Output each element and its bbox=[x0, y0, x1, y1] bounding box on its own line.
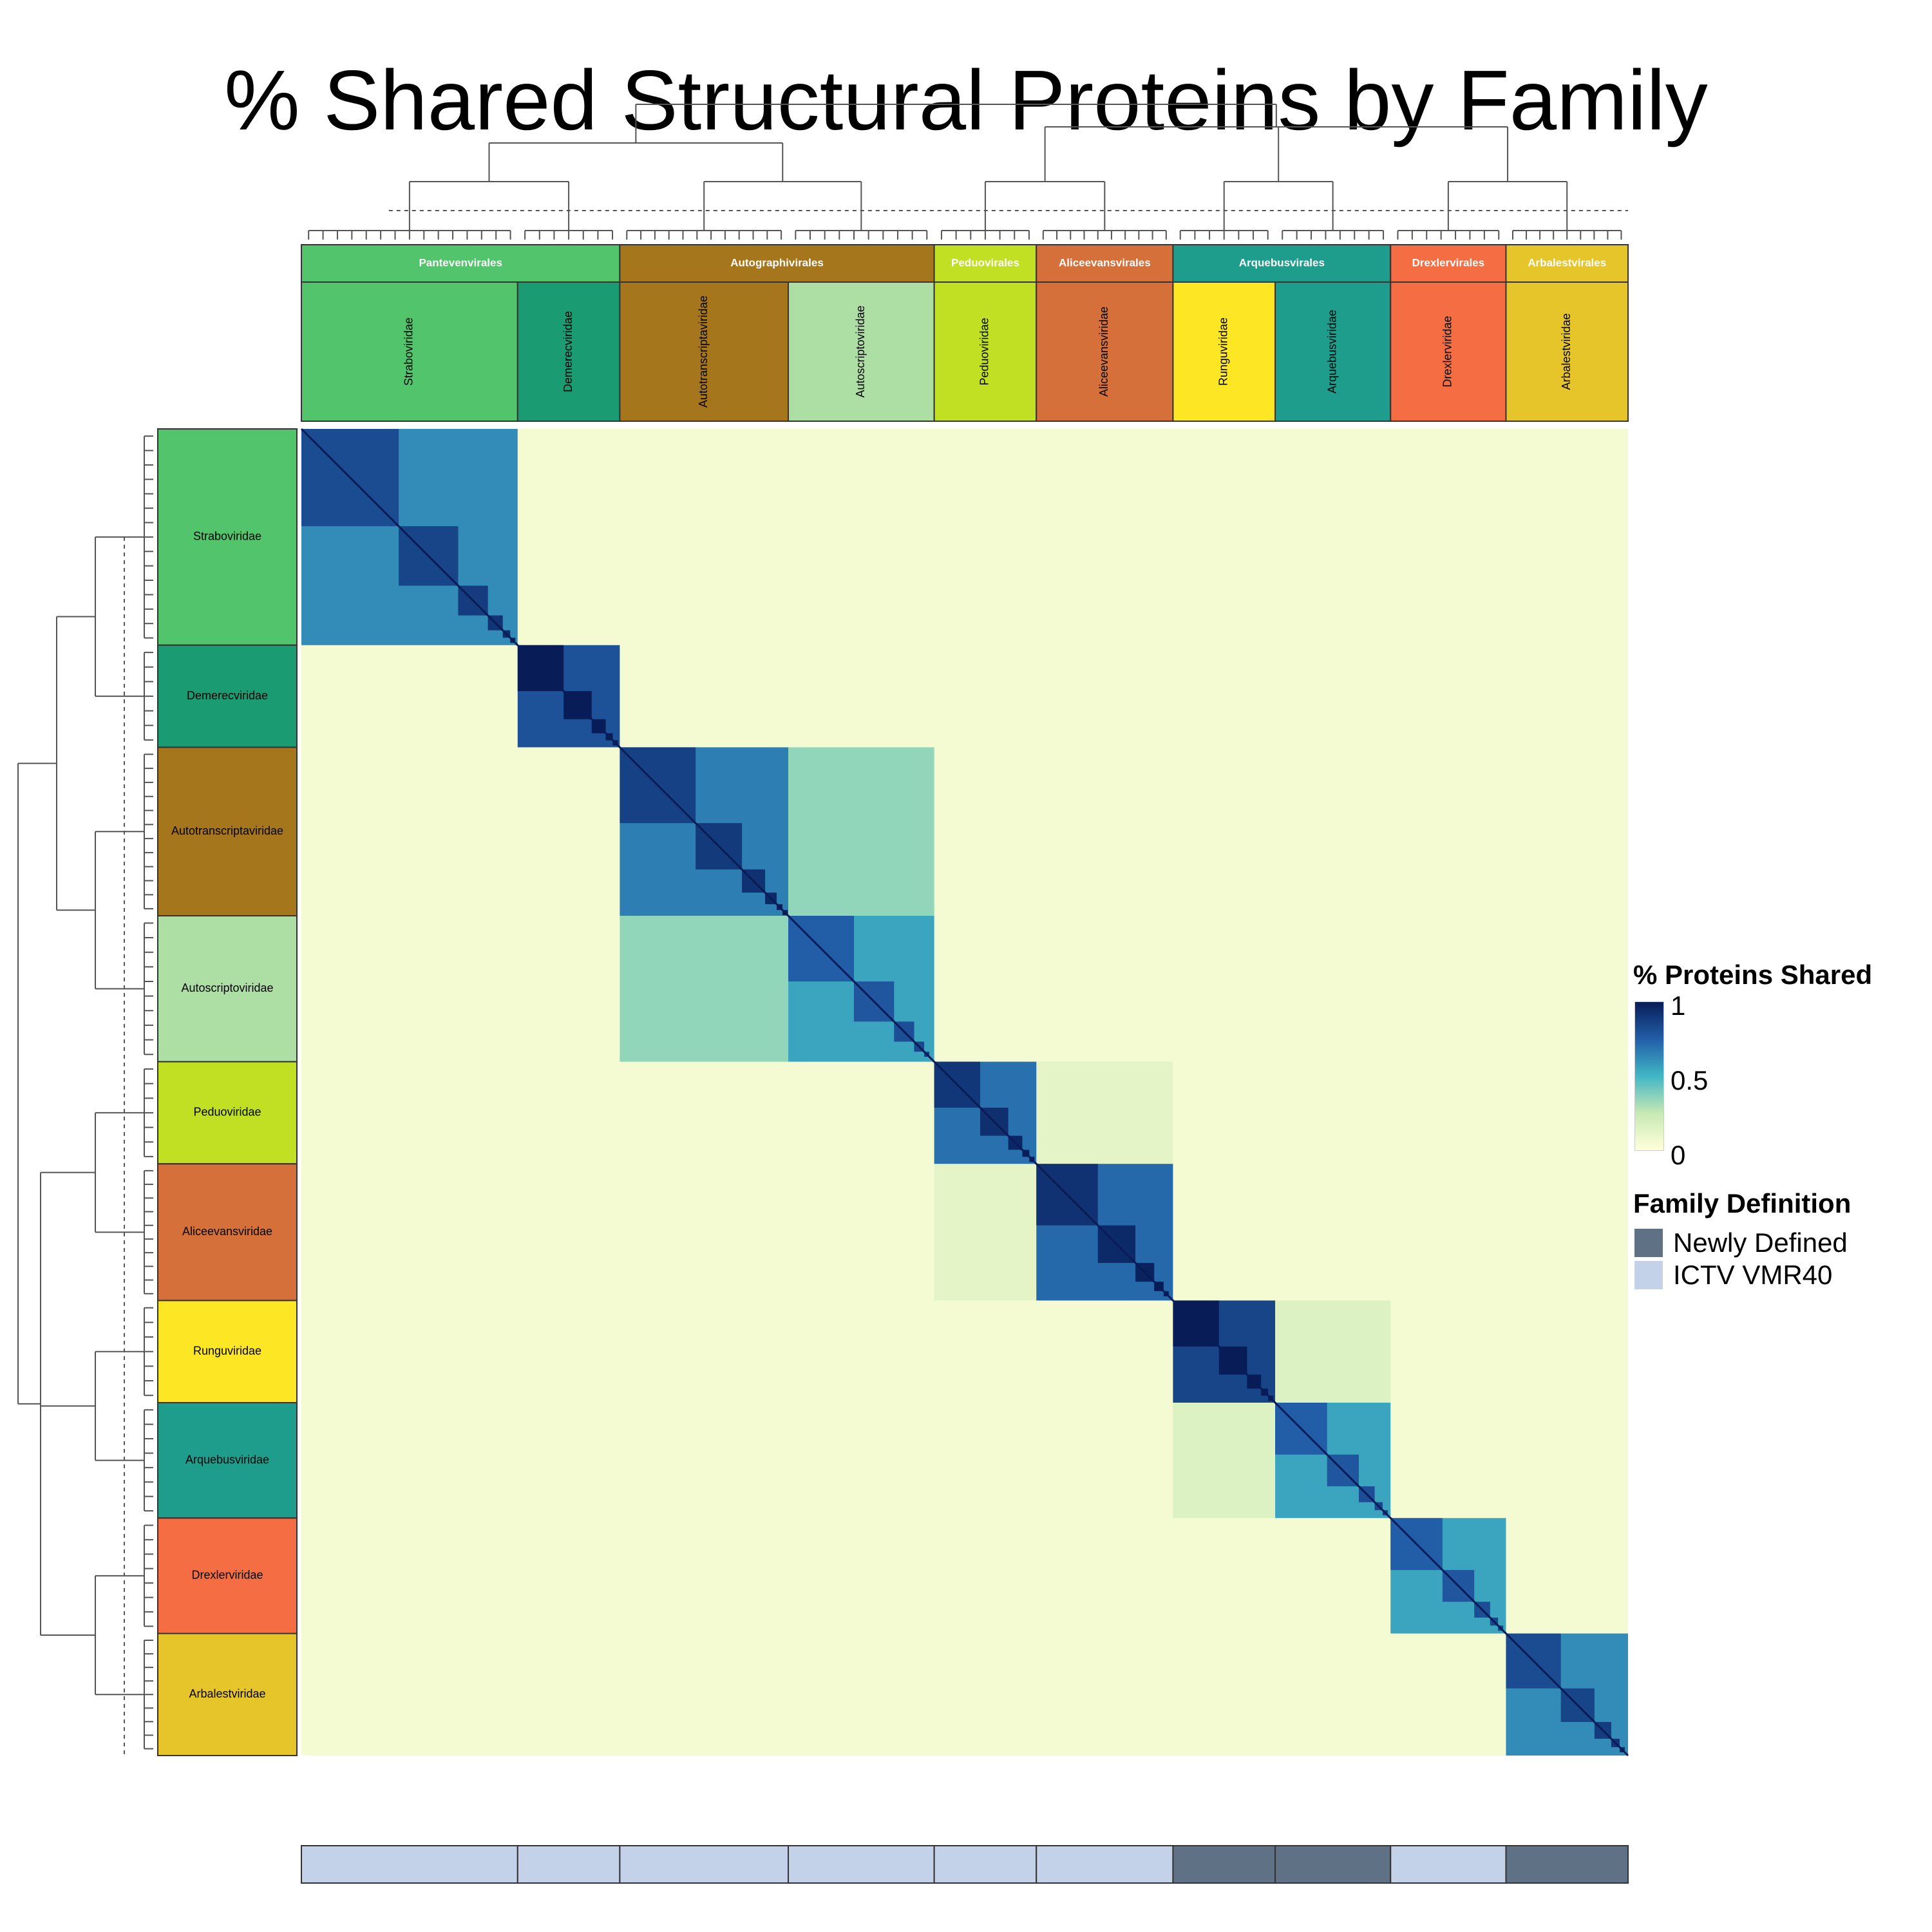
family-definition-cell bbox=[1390, 1845, 1507, 1884]
column-family-cell bbox=[1172, 281, 1276, 422]
row-family-label: Drexlerviridae bbox=[191, 1569, 263, 1582]
family-definition-cell bbox=[788, 1845, 935, 1884]
row-family-label: Aliceevansviridae bbox=[182, 1225, 272, 1238]
row-family-cell bbox=[157, 1633, 298, 1756]
column-family-cell bbox=[788, 281, 935, 422]
column-family-cell bbox=[1390, 281, 1507, 422]
row-family-cell bbox=[157, 1402, 298, 1519]
family-definition-cell bbox=[1274, 1845, 1392, 1884]
order-label: Arbalestvirales bbox=[1528, 256, 1606, 269]
column-family-label: Demerecviridae bbox=[562, 311, 574, 392]
row-family-label: Runguviridae bbox=[193, 1344, 261, 1357]
family-definition-title: Family Definition bbox=[1633, 1188, 1852, 1218]
row-family-cell bbox=[157, 428, 298, 646]
column-family-label: Autotranscriptaviridae bbox=[697, 296, 710, 408]
family-definition-cell bbox=[1505, 1845, 1629, 1884]
column-family-label: Runguviridae bbox=[1217, 317, 1229, 386]
row-family-label: Peduoviridae bbox=[193, 1106, 261, 1119]
order-label: Autographivirales bbox=[730, 256, 824, 269]
order-label: Pantevenvirales bbox=[419, 256, 502, 269]
row-family-label: Autotranscriptaviridae bbox=[171, 824, 283, 837]
order-cell bbox=[933, 244, 1037, 283]
heatmap-cell bbox=[1173, 1403, 1276, 1519]
family-definition-cell bbox=[1172, 1845, 1276, 1884]
colorbar-tick-max: 1 bbox=[1671, 990, 1686, 1021]
column-family-cell bbox=[1036, 281, 1174, 422]
order-cell bbox=[1390, 244, 1507, 283]
column-family-label: Drexlerviridae bbox=[1441, 316, 1454, 387]
column-family-label: Arquebusviridae bbox=[1325, 310, 1338, 393]
row-family-label: Demerecviridae bbox=[187, 689, 268, 702]
colorbar bbox=[1634, 1001, 1664, 1151]
heatmap-cell bbox=[788, 747, 934, 916]
column-family-label: Peduoviridae bbox=[978, 317, 991, 385]
colorbar-tick-mid: 0.5 bbox=[1671, 1065, 1709, 1095]
column-family-label: Straboviridae bbox=[402, 317, 415, 386]
column-family-cell bbox=[619, 281, 790, 422]
row-family-label: Autoscriptoviridae bbox=[181, 981, 273, 994]
family-definition-cell bbox=[516, 1845, 621, 1884]
row-family-label: Arbalestviridae bbox=[189, 1687, 265, 1700]
order-cell bbox=[1172, 244, 1392, 283]
colorbar-tick-min: 0 bbox=[1671, 1140, 1686, 1170]
newly-defined-swatch bbox=[1634, 1229, 1663, 1257]
column-family-label: Autoscriptoviridae bbox=[854, 305, 867, 397]
order-label: Drexlervirales bbox=[1412, 256, 1484, 269]
heatmap-cell bbox=[620, 916, 789, 1062]
column-family-cell bbox=[933, 281, 1037, 422]
row-family-cell bbox=[157, 1061, 298, 1165]
heatmap-cell bbox=[1275, 1300, 1391, 1403]
order-label: Peduovirales bbox=[951, 256, 1019, 269]
row-family-label: Straboviridae bbox=[193, 530, 261, 543]
row-family-cell bbox=[157, 746, 298, 917]
order-label: Arquebusvirales bbox=[1239, 256, 1325, 269]
newly-defined-label: Newly Defined bbox=[1673, 1227, 1848, 1258]
heatmap-cell bbox=[1036, 1061, 1173, 1164]
family-definition-cell bbox=[1036, 1845, 1174, 1884]
column-family-cell bbox=[1274, 281, 1392, 422]
family-definition-cell bbox=[619, 1845, 790, 1884]
ictv-vmr40-label: ICTV VMR40 bbox=[1673, 1260, 1833, 1290]
row-family-cell bbox=[157, 1163, 298, 1302]
family-definition-cell bbox=[301, 1845, 518, 1884]
order-cell bbox=[1505, 244, 1629, 283]
family-definition-cell bbox=[933, 1845, 1037, 1884]
order-label: Aliceevansvirales bbox=[1059, 256, 1151, 269]
row-family-cell bbox=[157, 644, 298, 748]
column-family-label: Aliceevansviridae bbox=[1097, 307, 1110, 397]
row-family-label: Arquebusviridae bbox=[185, 1453, 269, 1466]
colorbar-title: % Proteins Shared bbox=[1633, 960, 1873, 990]
heatmap-cell bbox=[934, 1164, 1037, 1301]
ictv-vmr40-swatch bbox=[1634, 1261, 1663, 1289]
row-family-cell bbox=[157, 1300, 298, 1404]
order-cell bbox=[301, 244, 621, 283]
heatmap-diagonal bbox=[300, 428, 1629, 1757]
chart-title: % Shared Structural Proteins by Family bbox=[224, 53, 1708, 147]
row-family-cell bbox=[157, 1517, 298, 1634]
column-family-cell bbox=[1505, 281, 1629, 422]
column-family-label: Arbalestviridae bbox=[1560, 313, 1573, 390]
